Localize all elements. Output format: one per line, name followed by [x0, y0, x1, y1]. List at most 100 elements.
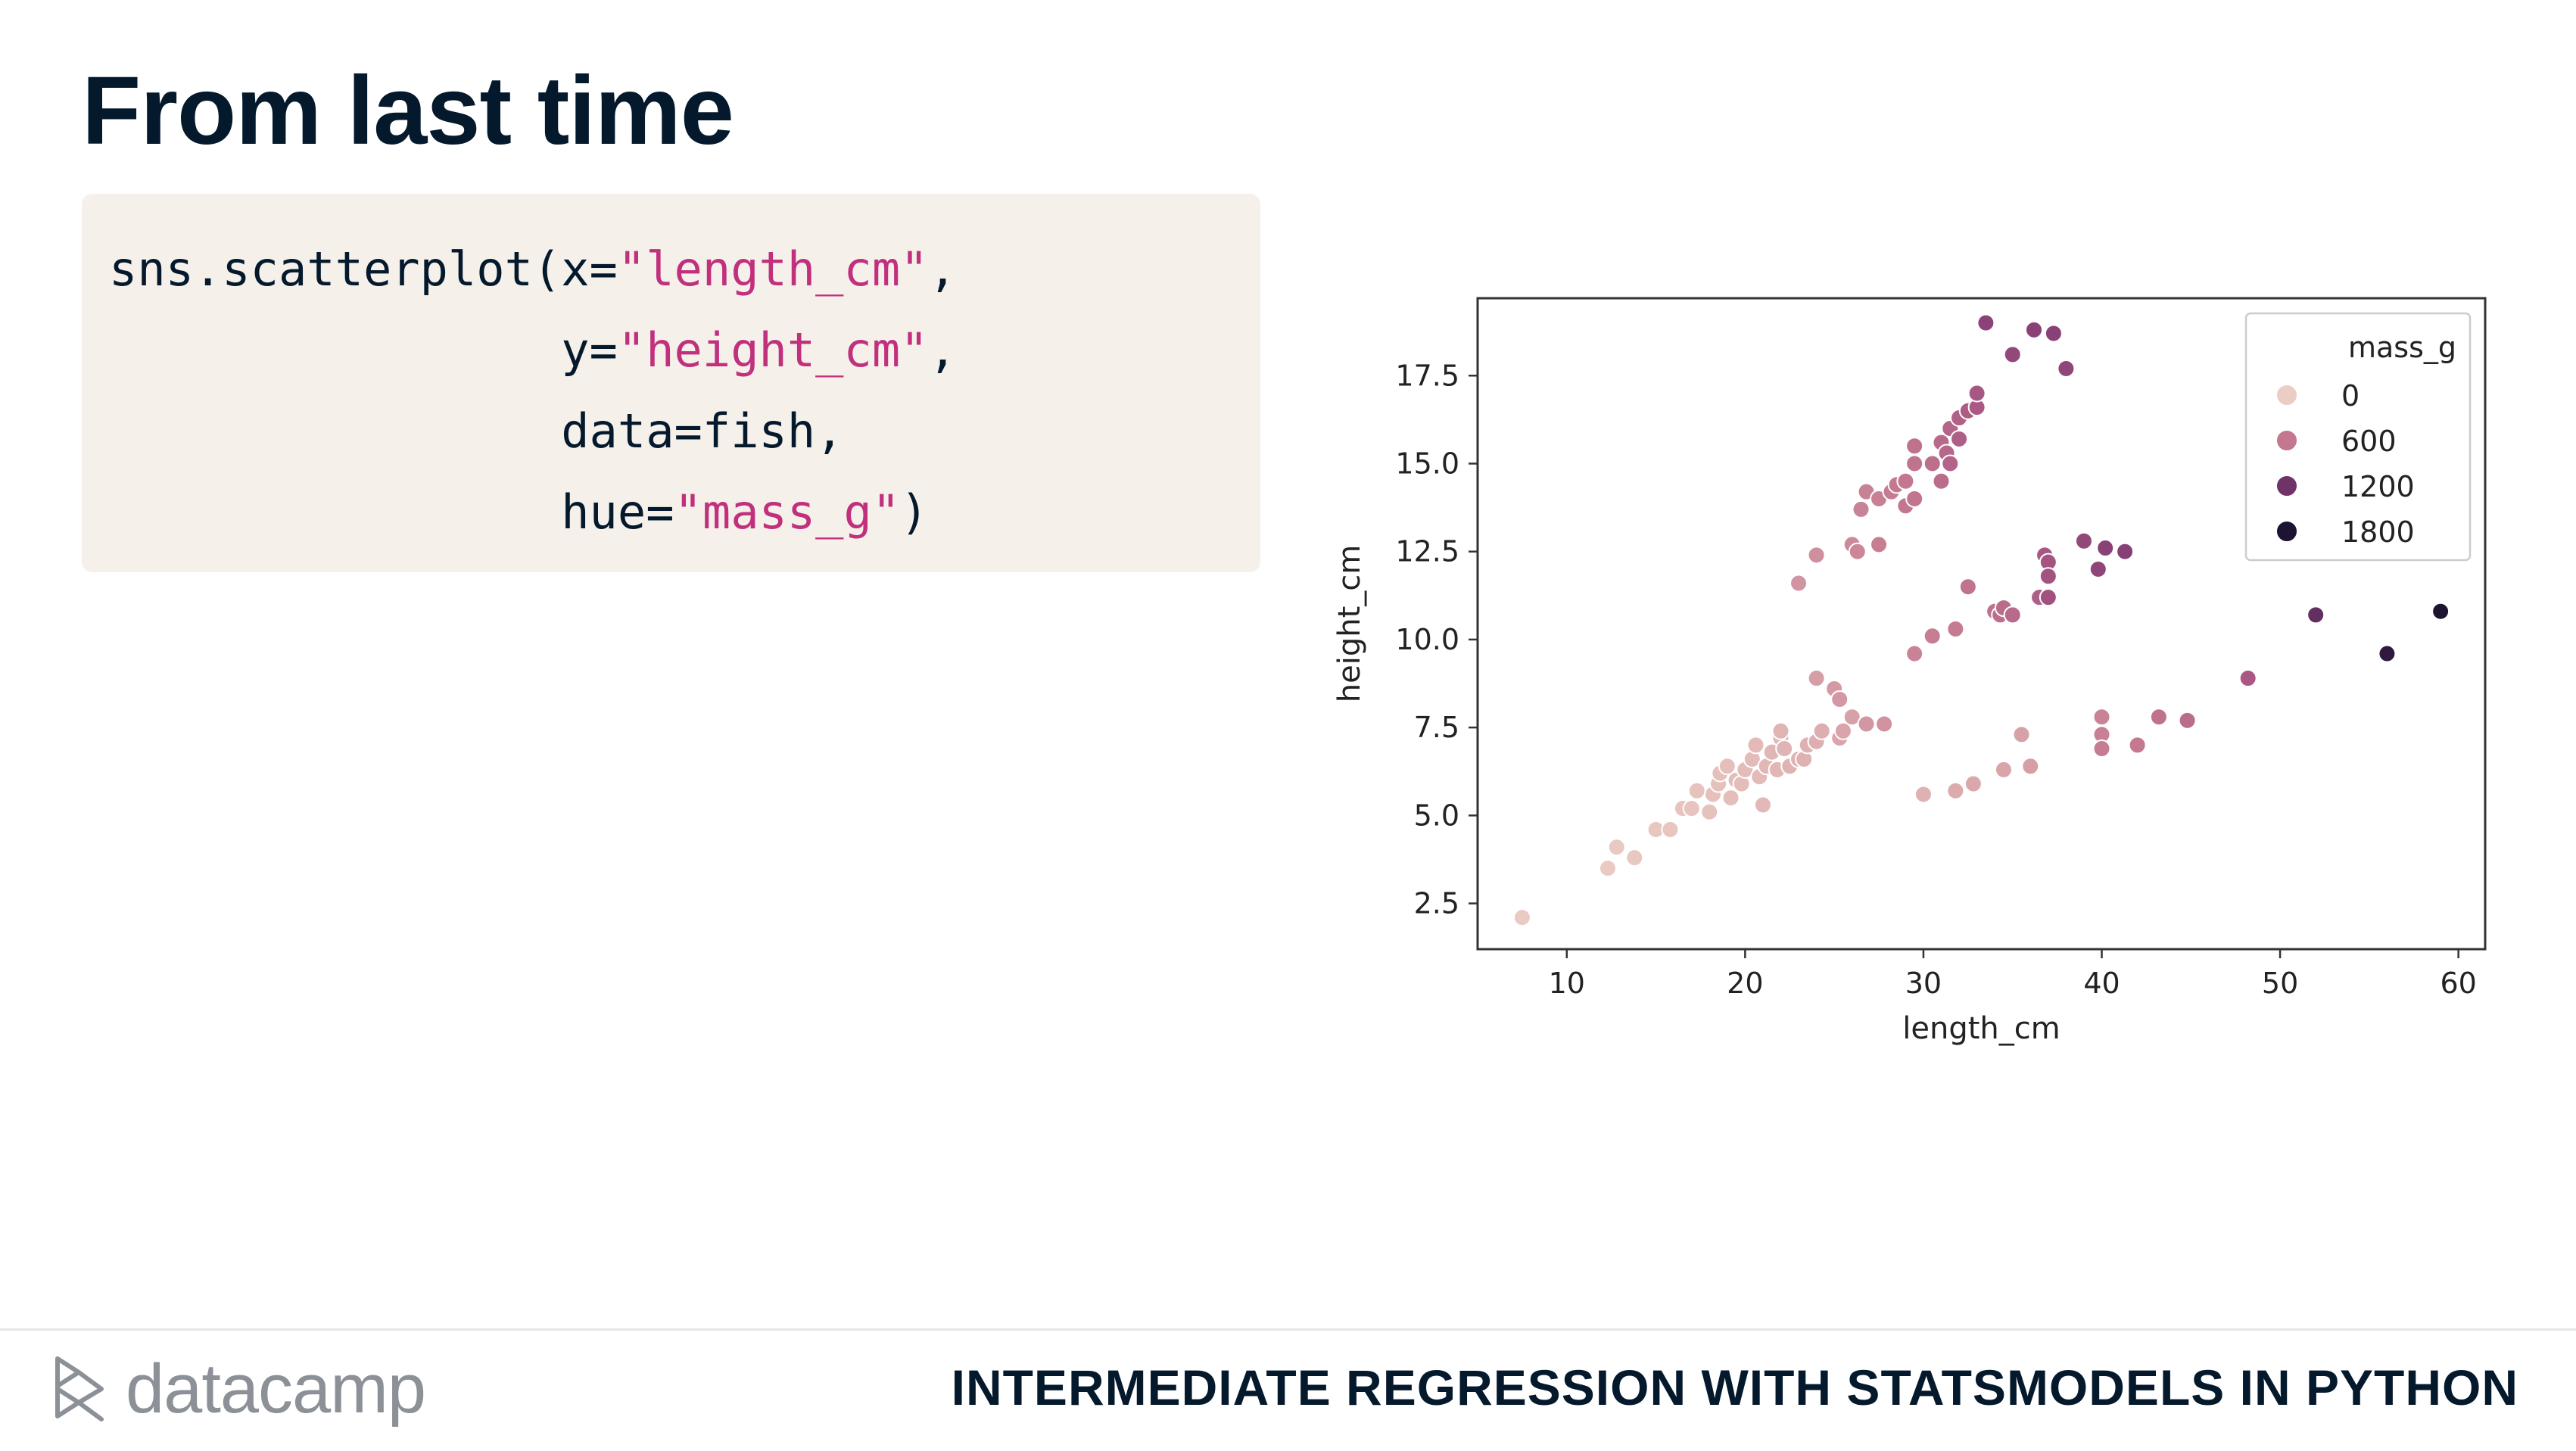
data-point: [1682, 799, 1701, 818]
data-point: [2003, 606, 2022, 624]
data-point: [2039, 588, 2057, 607]
code-line: sns.scatterplot(x="length_cm",: [82, 229, 1260, 310]
data-point: [1807, 669, 1826, 688]
code-block: sns.scatterplot(x="length_cm", y="height…: [82, 194, 1260, 572]
data-point: [1870, 535, 1889, 554]
y-tick-label: 2.5: [1414, 887, 1459, 920]
data-point: [1967, 384, 1986, 403]
data-point: [1812, 721, 1831, 740]
data-point: [1941, 454, 1960, 473]
data-point: [2044, 324, 2063, 343]
x-tick-label: 50: [2262, 967, 2298, 1000]
x-tick-label: 40: [2083, 967, 2120, 1000]
legend-marker: [2275, 475, 2298, 497]
data-point: [1914, 785, 1933, 804]
data-point: [1625, 848, 1644, 867]
data-point: [1905, 437, 1924, 456]
y-tick-label: 5.0: [1414, 799, 1459, 832]
data-point: [1746, 736, 1765, 755]
legend-marker: [2275, 520, 2298, 543]
data-point: [2003, 345, 2022, 364]
data-point: [2021, 757, 2040, 776]
code-lines: sns.scatterplot(x="length_cm", y="height…: [82, 229, 1260, 553]
data-point: [1857, 715, 1876, 733]
data-point: [2057, 359, 2076, 378]
data-point: [2307, 606, 2325, 624]
slide-title: From last time: [82, 57, 734, 165]
data-point: [1771, 721, 1790, 740]
code-line: y="height_cm",: [82, 310, 1260, 391]
data-point: [1775, 740, 1794, 758]
data-point: [1932, 472, 1951, 490]
code-string-token: "mass_g": [674, 484, 901, 540]
data-point: [1923, 454, 1942, 473]
data-point: [1964, 774, 1983, 793]
code-token: ,: [928, 322, 957, 378]
data-point: [1994, 760, 2013, 779]
data-point: [1852, 500, 1870, 518]
data-point: [1687, 781, 1706, 800]
data-point: [1946, 781, 1965, 800]
data-point: [2178, 711, 2197, 730]
code-token: ): [900, 484, 929, 540]
data-point: [1833, 721, 1852, 740]
data-point: [2238, 669, 2257, 688]
data-point: [1848, 542, 1867, 561]
x-tick-label: 10: [1549, 967, 1585, 1000]
data-point: [1700, 802, 1719, 821]
data-point: [1905, 454, 1924, 473]
data-point: [2089, 559, 2107, 578]
legend-label: 1800: [2341, 515, 2415, 549]
data-point: [1661, 820, 1680, 839]
y-axis-label: height_cm: [1332, 545, 1367, 702]
data-point: [1950, 429, 1969, 448]
data-point: [1789, 574, 1808, 593]
data-point: [2378, 644, 2397, 663]
data-point: [2128, 736, 2147, 755]
data-point: [2116, 542, 2135, 561]
data-point: [1905, 644, 1924, 663]
x-tick-label: 60: [2440, 967, 2476, 1000]
x-tick-label: 20: [1727, 967, 1763, 1000]
legend-marker: [2275, 429, 2298, 452]
data-point: [2012, 725, 2031, 744]
data-point: [1842, 708, 1861, 727]
legend-label: 600: [2341, 425, 2397, 458]
scatter-chart: 10 20 30 40 50 60 2.5 5.0 7.5 10.0 12.5 15.0 17.5 len…: [1332, 297, 2487, 1046]
data-point: [1946, 619, 1965, 638]
data-point: [1976, 313, 1995, 332]
y-tick-label: 12.5: [1395, 535, 1459, 568]
datacamp-logo: datacamp: [51, 1347, 426, 1431]
course-title: INTERMEDIATE REGRESSION WITH STATSMODELS…: [951, 1359, 2518, 1415]
code-string-token: "height_cm": [617, 322, 929, 378]
code-token: y=: [109, 322, 618, 378]
data-point: [1607, 838, 1626, 857]
code-token: sns.scatterplot(x=: [109, 241, 618, 297]
data-point: [2096, 539, 2115, 558]
code-string-token: "length_cm": [617, 241, 929, 297]
data-point: [2074, 531, 2093, 550]
brand-name: datacamp: [126, 1350, 426, 1428]
footer-divider: [0, 1328, 2576, 1331]
data-point: [1718, 757, 1737, 776]
data-point: [1905, 489, 1924, 508]
data-point: [1875, 715, 1894, 733]
data-point: [1896, 472, 1915, 490]
legend-title: mass_g: [2348, 331, 2456, 364]
data-point: [2092, 740, 2111, 758]
data-point: [1807, 546, 1826, 565]
plot-layer: 10 20 30 40 50 60 2.5 5.0 7.5 10.0 12.5 15.0 17.5 len…: [1332, 297, 2487, 1046]
data-point: [1512, 908, 1531, 927]
data-point: [1598, 859, 1617, 878]
code-token: ,: [928, 241, 957, 297]
legend-marker: [2275, 384, 2298, 406]
legend-box: [2244, 312, 2472, 562]
code-line: data=fish,: [82, 391, 1260, 472]
data-point: [2149, 708, 2168, 727]
y-tick-label: 7.5: [1414, 711, 1459, 744]
data-point: [1721, 789, 1740, 808]
code-line: hue="mass_g"): [82, 472, 1260, 553]
data-point: [2039, 567, 2057, 586]
data-point: [1830, 690, 1849, 708]
x-tick-label: 30: [1905, 967, 1942, 1000]
